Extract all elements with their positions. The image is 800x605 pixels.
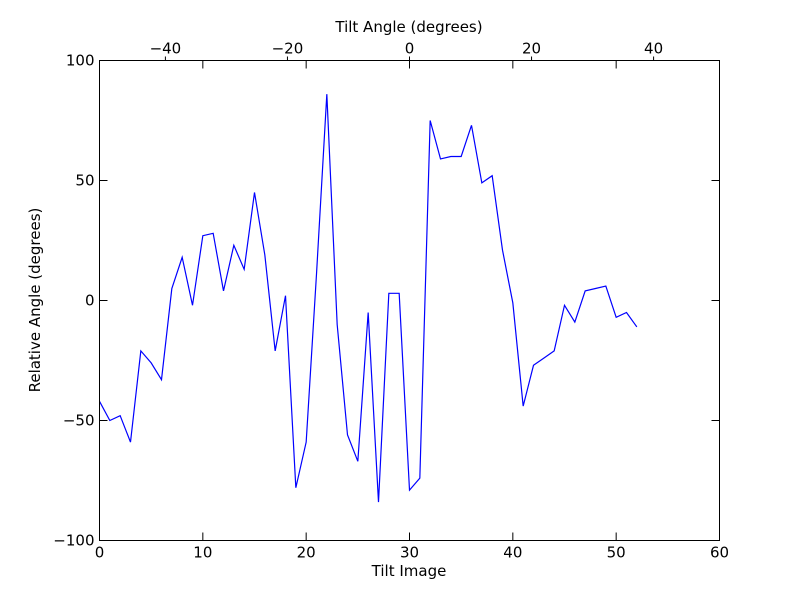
y-tick-label: 100 — [66, 52, 95, 70]
x-tick-label: 40 — [503, 544, 522, 562]
x-tick-label: 20 — [297, 544, 316, 562]
top-x-tick-label: 40 — [644, 40, 663, 58]
top-axis-label: Tilt Angle (degrees) — [334, 18, 482, 36]
x-tick-label: 10 — [193, 544, 212, 562]
series-layer — [98, 94, 638, 503]
plot-frame — [99, 60, 720, 541]
top-x-tick-label: −40 — [150, 40, 182, 58]
y-tick-label: −100 — [53, 532, 94, 550]
top-x-tick-label: 20 — [522, 40, 541, 58]
y-tick-label: 0 — [85, 292, 95, 310]
y-tick-label: −50 — [63, 412, 95, 430]
y-axis-label: Relative Angle (degrees) — [26, 208, 44, 393]
x-tick-label: 50 — [607, 544, 626, 562]
top-x-tick-label: 0 — [405, 40, 415, 58]
y-tick-label: 50 — [75, 172, 94, 190]
x-tick-label: 0 — [95, 544, 105, 562]
series-line — [98, 94, 638, 503]
x-tick-label: 60 — [710, 544, 729, 562]
ticks-layer: 0 10 20 30 40 50 60 −100 −50 0 50 100 −40 −20 0 20 40 — [53, 40, 729, 562]
x-axis-label: Tilt Image — [371, 562, 447, 580]
x-tick-label: 30 — [400, 544, 419, 562]
top-x-tick-label: −20 — [272, 40, 304, 58]
